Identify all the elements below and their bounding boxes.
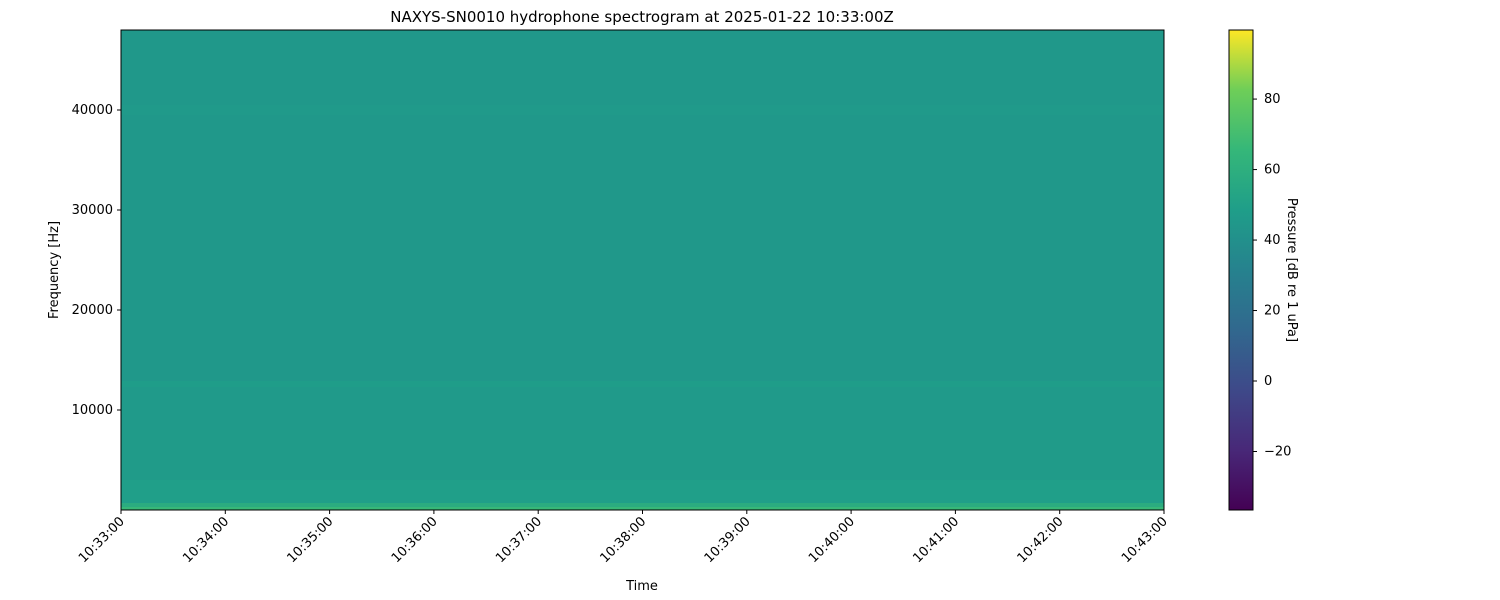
y-tick-label: 10000 [72,403,113,418]
spectrogram-band [121,105,1164,115]
colorbar-label: Pressure [dB re 1 uPa] [1284,198,1299,342]
x-axis-label: Time [625,579,658,594]
colorbar-tick-label: −20 [1264,444,1291,459]
x-tick-label: 10:37:00 [493,514,545,566]
y-tick-label: 40000 [72,103,113,118]
colorbar [1228,29,1254,511]
x-tick-label: 10:42:00 [1015,514,1067,566]
x-tick-label: 10:39:00 [702,514,754,566]
x-tick-label: 10:41:00 [910,514,962,566]
spectrogram-band [121,381,1164,387]
chart-title: NAXYS-SN0010 hydrophone spectrogram at 2… [390,8,894,26]
spectrogram-band [121,387,1164,430]
colorbar-tick-label: 20 [1264,304,1281,319]
x-tick-label: 10:36:00 [389,514,441,566]
colorbar-tick-label: 40 [1264,233,1281,248]
x-tick-label: 10:40:00 [806,514,858,566]
spectrogram-band [121,480,1164,503]
colorbar-tick-label: 80 [1264,92,1281,107]
y-tick-label: 30000 [72,203,113,218]
y-tick-label: 20000 [72,303,113,318]
spectrogram-band [121,430,1164,480]
spectrogram-band [121,507,1164,510]
x-tick-label: 10:35:00 [285,514,337,566]
colorbar-tick-label: 60 [1264,163,1281,178]
x-tick-label: 10:43:00 [1119,514,1171,566]
spectrogram-band [121,30,1164,105]
y-axis-label: Frequency [Hz] [47,221,62,319]
spectrogram-band [121,115,1164,381]
colorbar-tick-label: 0 [1264,374,1272,389]
spectrogram-band [121,503,1164,507]
x-tick-label: 10:33:00 [76,514,128,566]
x-tick-label: 10:34:00 [180,514,232,566]
x-tick-label: 10:38:00 [597,514,649,566]
